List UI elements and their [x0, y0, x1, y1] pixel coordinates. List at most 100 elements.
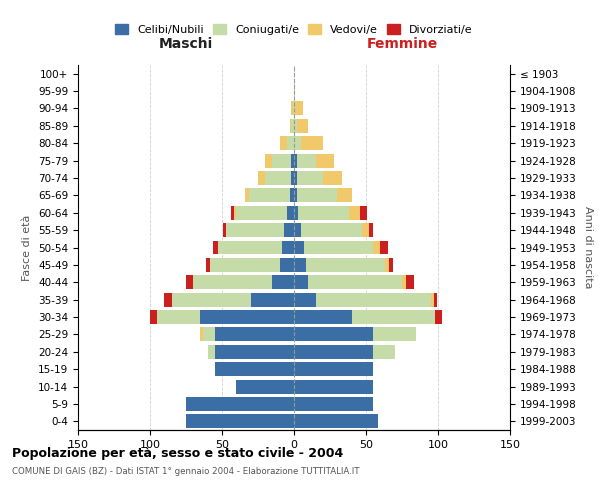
Bar: [352, 310, 435, 324]
Bar: [294, 276, 308, 289]
Bar: [283, 240, 294, 254]
Bar: [208, 345, 215, 358]
Bar: [406, 276, 413, 289]
Bar: [434, 292, 437, 306]
Bar: [362, 223, 369, 237]
Bar: [215, 328, 294, 342]
Bar: [265, 171, 291, 185]
Bar: [200, 328, 203, 342]
Bar: [280, 258, 294, 272]
Bar: [251, 292, 294, 306]
Bar: [294, 206, 298, 220]
Bar: [150, 310, 157, 324]
Bar: [164, 292, 172, 306]
Bar: [245, 188, 250, 202]
Bar: [172, 292, 251, 306]
Bar: [298, 206, 349, 220]
Bar: [294, 84, 295, 98]
Bar: [431, 292, 434, 306]
Text: COMUNE DI GAIS (BZ) - Dati ISTAT 1° gennaio 2004 - Elaborazione TUTTITALIA.IT: COMUNE DI GAIS (BZ) - Dati ISTAT 1° genn…: [12, 467, 359, 476]
Bar: [294, 328, 373, 342]
Bar: [250, 188, 290, 202]
Bar: [349, 206, 360, 220]
Bar: [294, 380, 373, 394]
Bar: [294, 362, 373, 376]
Bar: [186, 276, 193, 289]
Bar: [323, 171, 341, 185]
Bar: [297, 154, 316, 168]
Bar: [294, 292, 316, 306]
Bar: [389, 258, 394, 272]
Bar: [287, 206, 294, 220]
Bar: [193, 276, 272, 289]
Bar: [316, 154, 334, 168]
Bar: [272, 154, 291, 168]
Bar: [373, 328, 416, 342]
Bar: [284, 223, 294, 237]
Bar: [258, 171, 265, 185]
Bar: [200, 310, 294, 324]
Bar: [369, 223, 373, 237]
Bar: [215, 345, 294, 358]
Bar: [186, 414, 294, 428]
Bar: [294, 310, 352, 324]
Bar: [215, 362, 294, 376]
Bar: [294, 119, 297, 133]
Text: Popolazione per età, sesso e stato civile - 2004: Popolazione per età, sesso e stato civil…: [12, 448, 343, 460]
Bar: [385, 258, 389, 272]
Bar: [272, 276, 294, 289]
Bar: [294, 154, 297, 168]
Bar: [294, 171, 297, 185]
Bar: [297, 188, 337, 202]
Text: Maschi: Maschi: [159, 37, 213, 51]
Bar: [291, 119, 294, 133]
Bar: [305, 258, 385, 272]
Bar: [290, 119, 291, 133]
Bar: [380, 240, 388, 254]
Bar: [214, 240, 218, 254]
Bar: [291, 154, 294, 168]
Bar: [294, 102, 295, 116]
Y-axis label: Anni di nascita: Anni di nascita: [583, 206, 593, 289]
Bar: [226, 223, 284, 237]
Bar: [211, 258, 280, 272]
Legend: Celibi/Nubili, Coniugati/e, Vedovi/e, Divorziati/e: Celibi/Nubili, Coniugati/e, Vedovi/e, Di…: [111, 20, 477, 39]
Bar: [297, 119, 308, 133]
Bar: [294, 414, 377, 428]
Bar: [291, 171, 294, 185]
Bar: [287, 136, 294, 150]
Bar: [265, 154, 272, 168]
Bar: [297, 171, 323, 185]
Bar: [316, 292, 431, 306]
Bar: [294, 188, 297, 202]
Bar: [294, 223, 301, 237]
Bar: [402, 276, 406, 289]
Bar: [233, 206, 236, 220]
Bar: [236, 206, 287, 220]
Bar: [295, 102, 302, 116]
Bar: [230, 206, 233, 220]
Bar: [290, 188, 294, 202]
Bar: [218, 240, 283, 254]
Bar: [308, 276, 402, 289]
Bar: [186, 397, 294, 411]
Bar: [360, 206, 367, 220]
Bar: [203, 328, 215, 342]
Bar: [294, 136, 301, 150]
Bar: [301, 136, 323, 150]
Bar: [301, 223, 362, 237]
Bar: [294, 345, 373, 358]
Bar: [236, 380, 294, 394]
Bar: [435, 310, 442, 324]
Bar: [206, 258, 211, 272]
Text: Femmine: Femmine: [367, 37, 437, 51]
Y-axis label: Fasce di età: Fasce di età: [22, 214, 32, 280]
Bar: [294, 397, 373, 411]
Bar: [291, 102, 293, 116]
Bar: [373, 345, 395, 358]
Bar: [280, 136, 287, 150]
Bar: [293, 102, 294, 116]
Bar: [294, 258, 305, 272]
Bar: [337, 188, 352, 202]
Bar: [157, 310, 200, 324]
